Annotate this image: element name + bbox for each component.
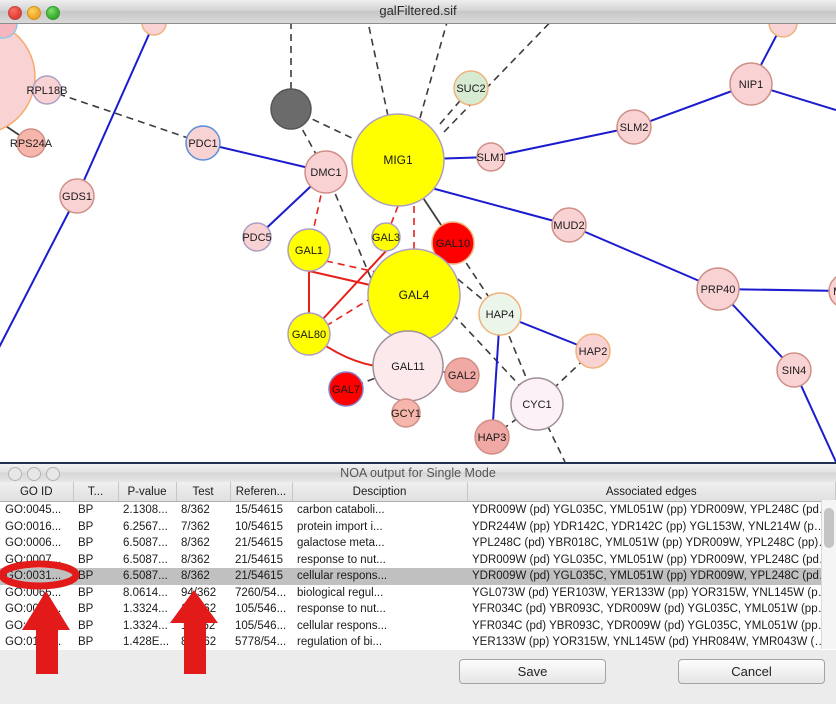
svg-text:CYC1: CYC1 — [522, 399, 551, 411]
svg-text:DMC1: DMC1 — [310, 167, 341, 179]
svg-text:HAP4: HAP4 — [486, 309, 515, 321]
svg-text:PRP40: PRP40 — [701, 284, 736, 296]
svg-text:GAL1: GAL1 — [295, 245, 323, 257]
svg-text:GAL11: GAL11 — [391, 361, 424, 373]
svg-text:RPS24A: RPS24A — [10, 138, 53, 150]
svg-text:GDS1: GDS1 — [62, 191, 92, 203]
svg-text:SIN4: SIN4 — [782, 365, 806, 377]
svg-text:SLM2: SLM2 — [620, 122, 649, 134]
svg-text:MUD2: MUD2 — [553, 220, 584, 232]
svg-text:PDC5: PDC5 — [242, 232, 271, 244]
svg-text:GAL3: GAL3 — [372, 232, 400, 244]
svg-text:NIP1: NIP1 — [739, 79, 763, 91]
svg-text:SUC2: SUC2 — [456, 83, 485, 95]
svg-text:GAL2: GAL2 — [448, 370, 476, 382]
svg-text:RPL18B: RPL18B — [27, 85, 68, 97]
svg-text:SLM1: SLM1 — [477, 152, 506, 164]
svg-text:GAL10: GAL10 — [436, 238, 470, 250]
svg-text:GCY1: GCY1 — [391, 408, 421, 420]
svg-text:PDC1: PDC1 — [188, 138, 217, 150]
svg-text:HAP2: HAP2 — [579, 346, 608, 358]
svg-text:GAL4: GAL4 — [399, 288, 430, 302]
svg-text:MIG1: MIG1 — [383, 153, 413, 167]
svg-text:GAL7: GAL7 — [332, 384, 360, 396]
svg-text:GAL80: GAL80 — [292, 329, 326, 341]
svg-text:HAP3: HAP3 — [478, 432, 507, 444]
